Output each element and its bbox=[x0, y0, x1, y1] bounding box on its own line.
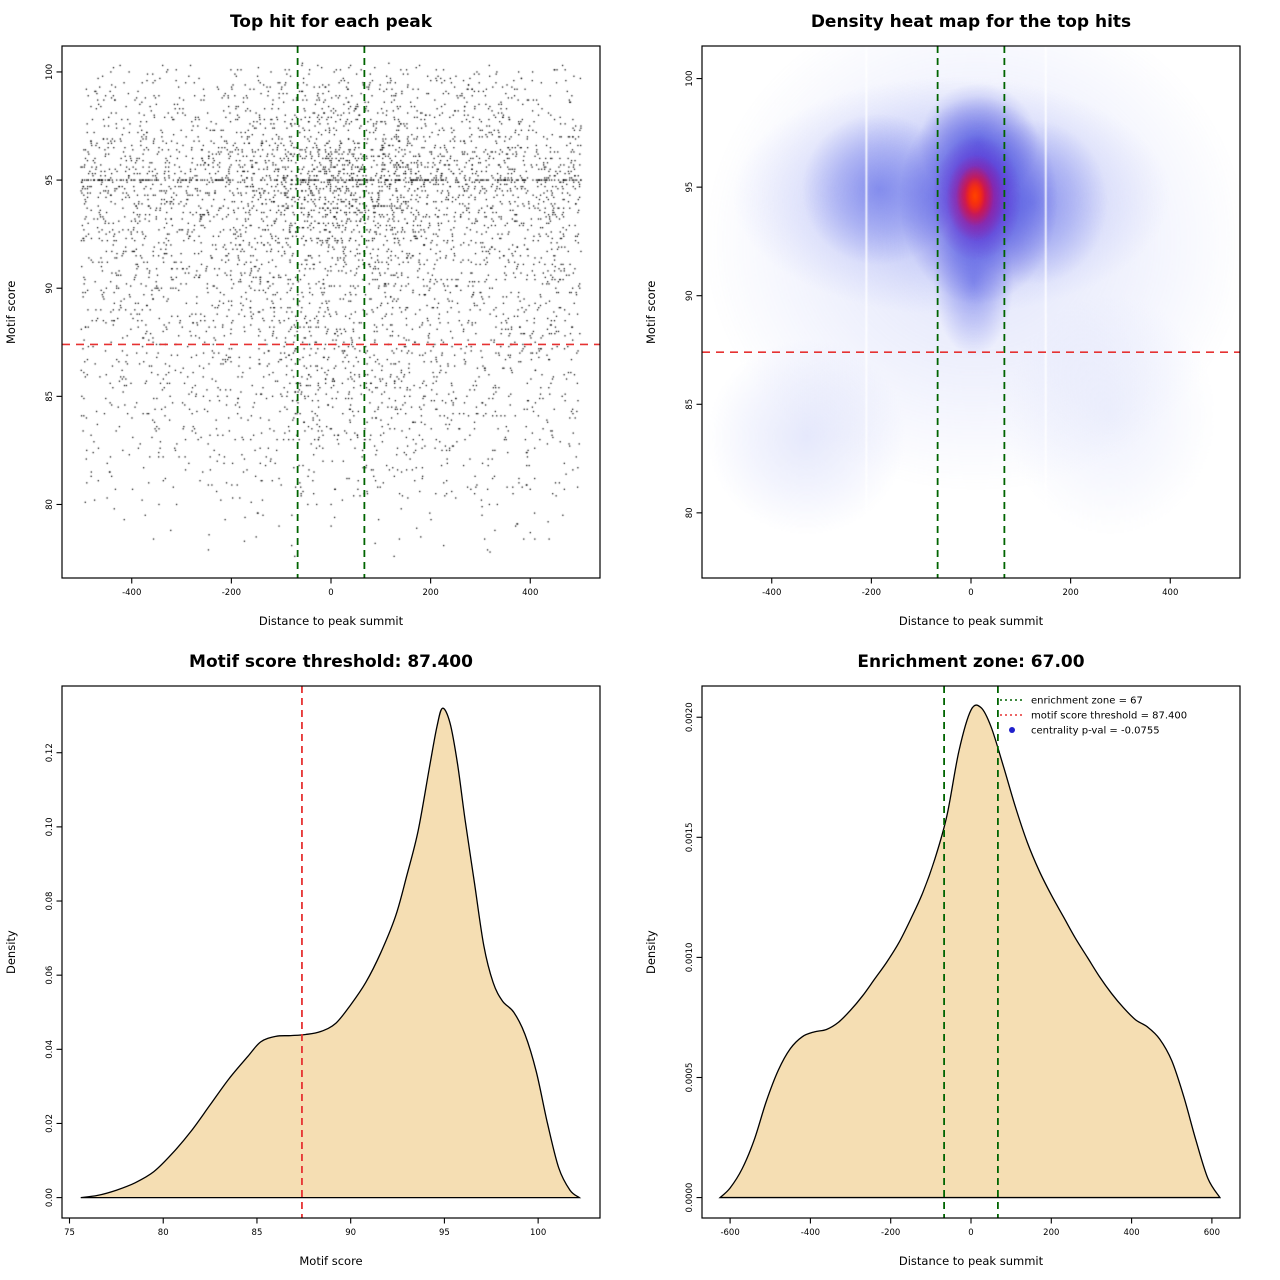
motif-score-density-plot: 75 80 85 90 95 100 0.00 0.02 0.04 0.06 0.08 0.10 0.1… bbox=[0, 640, 640, 1280]
plot-box bbox=[701, 45, 1241, 579]
density-area bbox=[80, 707, 582, 1199]
x-tick-label: -200 bbox=[222, 588, 241, 598]
panel-motif-score-density: Motif score threshold: 87.400 Density 75… bbox=[0, 640, 640, 1280]
distance-density-plot: -600 -400 -200 0 200 400 600 0.0000 0.0005 0.0010… bbox=[640, 640, 1280, 1280]
y-tick-label: 85 bbox=[685, 399, 695, 410]
x-tick-label: -400 bbox=[801, 1228, 820, 1238]
y-tick-label: 90 bbox=[45, 283, 55, 294]
x-tick-label: 600 bbox=[1204, 1228, 1220, 1238]
x-tick-label: -200 bbox=[881, 1228, 900, 1238]
y-tick-label: 85 bbox=[45, 391, 55, 402]
scatter-canvas bbox=[62, 46, 600, 578]
y-tick-label: 0.00 bbox=[45, 1188, 55, 1207]
legend-label: enrichment zone = 67 bbox=[1031, 696, 1143, 707]
x-tick-label: 200 bbox=[423, 588, 439, 598]
x-axis-label: Distance to peak summit bbox=[258, 614, 404, 628]
density-area bbox=[718, 704, 1222, 1199]
panel-density-heatmap: Density heat map for the top hits Motif … bbox=[640, 0, 1280, 640]
x-tick-label: 90 bbox=[345, 1228, 356, 1238]
x-tick-label: -600 bbox=[720, 1228, 739, 1238]
x-tick-label: 0 bbox=[328, 588, 333, 598]
x-tick-label: 80 bbox=[158, 1228, 169, 1238]
legend-label: motif score threshold = 87.400 bbox=[1031, 711, 1187, 722]
x-tick-label: 200 bbox=[1043, 1228, 1059, 1238]
plot-svg-0: -400 -200 0 200 400 80 85 90 95 100 bbox=[45, 45, 601, 598]
y-tick-label: 80 bbox=[685, 507, 695, 518]
y-tick-label: 95 bbox=[45, 175, 55, 186]
y-tick-label: 90 bbox=[685, 290, 695, 301]
x-tick-label: -400 bbox=[762, 588, 781, 598]
panel-title: Top hit for each peak bbox=[229, 12, 433, 32]
heatmap-plot: -400 -200 0 200 400 80 85 90 95 100 bbox=[640, 0, 1280, 640]
y-tick-label: 0.0015 bbox=[685, 822, 695, 852]
scatter-plot: -400 -200 0 200 400 80 85 90 95 100 bbox=[0, 0, 640, 640]
plot-svg-3: -600 -400 -200 0 200 400 600 0.0000 0.0005 0.0010… bbox=[685, 685, 1241, 1238]
y-tick-label: 0.12 bbox=[45, 743, 55, 762]
x-tick-label: 0 bbox=[968, 588, 973, 598]
x-tick-label: -400 bbox=[122, 588, 141, 598]
plot-svg-2: 75 80 85 90 95 100 0.00 0.02 0.04 0.06 0.08 0.10 0.1… bbox=[45, 685, 601, 1238]
y-tick-label: 95 bbox=[685, 182, 695, 193]
legend-point-marker bbox=[1009, 727, 1015, 733]
plot-box bbox=[61, 45, 601, 579]
y-tick-label: 100 bbox=[45, 64, 55, 80]
panel-title: Enrichment zone: 67.00 bbox=[857, 652, 1085, 672]
plot-svg-1: -400 -200 0 200 400 80 85 90 95 100 bbox=[685, 45, 1241, 598]
panel-title: Motif score threshold: 87.400 bbox=[189, 652, 473, 672]
x-tick-label: 100 bbox=[530, 1228, 546, 1238]
x-axis-label: Distance to peak summit bbox=[898, 1254, 1044, 1268]
panel-scatter-top-hits: Top hit for each peak Motif score -400 -2… bbox=[0, 0, 640, 640]
y-tick-label: 0.10 bbox=[45, 817, 55, 836]
x-axis-label: Distance to peak summit bbox=[898, 614, 1044, 628]
plot-box bbox=[61, 685, 601, 1219]
y-tick-label: 0.0005 bbox=[685, 1063, 695, 1093]
x-tick-label: -200 bbox=[862, 588, 881, 598]
y-tick-label: 0.04 bbox=[45, 1040, 55, 1059]
x-tick-label: 400 bbox=[522, 588, 538, 598]
y-tick-label: 0.02 bbox=[45, 1114, 55, 1133]
x-tick-label: 200 bbox=[1063, 588, 1079, 598]
x-tick-label: 0 bbox=[968, 1228, 973, 1238]
x-tick-label: 400 bbox=[1162, 588, 1178, 598]
y-tick-label: 0.0000 bbox=[685, 1183, 695, 1213]
x-axis-label: Motif score bbox=[299, 1254, 363, 1268]
x-tick-label: 400 bbox=[1123, 1228, 1139, 1238]
panel-distance-density: Enrichment zone: 67.00 Density -600 -400-… bbox=[640, 640, 1280, 1280]
x-tick-label: 85 bbox=[252, 1228, 263, 1238]
y-tick-label: 0.0010 bbox=[685, 943, 695, 973]
y-tick-label: 0.06 bbox=[45, 966, 55, 985]
y-tick-label: 0.08 bbox=[45, 892, 55, 911]
panel-title: Density heat map for the top hits bbox=[810, 12, 1132, 32]
x-tick-label: 95 bbox=[439, 1228, 450, 1238]
y-tick-label: 0.0020 bbox=[685, 702, 695, 732]
legend-label: centrality p-val = -0.0755 bbox=[1031, 726, 1160, 737]
y-tick-label: 100 bbox=[685, 70, 695, 86]
x-tick-label: 75 bbox=[64, 1228, 75, 1238]
y-tick-label: 80 bbox=[45, 499, 55, 510]
heatmap-canvas bbox=[702, 46, 1240, 578]
